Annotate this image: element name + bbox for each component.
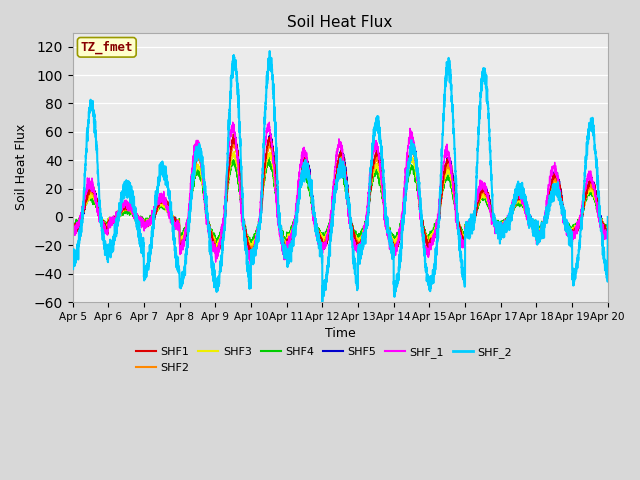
SHF3 (604, 214, 612, 220)
SHF_1 (246, 261, 254, 267)
SHF_1 (165, 206, 173, 212)
SHF2 (321, 240, 328, 246)
Line: SHF2: SHF2 (72, 142, 608, 253)
Line: SHF3: SHF3 (72, 152, 608, 248)
Y-axis label: Soil Heat Flux: Soil Heat Flux (15, 124, 28, 210)
SHF4 (68, 224, 76, 229)
SHF_1 (229, 119, 237, 125)
SHF_2 (321, 281, 328, 287)
Line: SHF1: SHF1 (72, 134, 608, 255)
Title: Soil Heat Flux: Soil Heat Flux (287, 15, 393, 30)
SHF_2 (266, 48, 273, 54)
SHF_2 (491, 223, 499, 228)
SHF_2 (165, 190, 173, 195)
X-axis label: Time: Time (324, 327, 355, 340)
SHF_1 (321, 244, 328, 250)
Text: TZ_fmet: TZ_fmet (81, 41, 133, 54)
SHF_1 (460, 242, 468, 248)
SHF2 (68, 223, 76, 228)
SHF3 (247, 245, 255, 251)
SHF3 (491, 218, 499, 224)
SHF4 (266, 155, 273, 160)
Line: SHF_2: SHF_2 (72, 51, 608, 302)
SHF2 (604, 227, 611, 233)
SHF_2 (319, 299, 326, 305)
SHF3 (165, 207, 173, 213)
SHF2 (491, 218, 499, 224)
SHF1 (491, 217, 499, 223)
Line: SHF4: SHF4 (72, 157, 608, 246)
Line: SHF5: SHF5 (72, 133, 608, 256)
SHF5 (604, 231, 611, 237)
SHF4 (460, 230, 468, 236)
SHF_1 (68, 226, 76, 232)
SHF2 (165, 207, 173, 213)
Line: SHF_1: SHF_1 (72, 122, 608, 264)
SHF_1 (604, 214, 612, 220)
SHF5 (248, 253, 255, 259)
SHF1 (460, 234, 468, 240)
SHF1 (230, 131, 237, 137)
SHF2 (213, 250, 221, 256)
SHF2 (460, 236, 468, 241)
SHF5 (267, 131, 275, 136)
SHF5 (460, 238, 468, 244)
SHF3 (68, 223, 76, 228)
SHF_2 (604, 214, 612, 220)
SHF1 (214, 252, 221, 258)
SHF5 (321, 241, 328, 247)
SHF5 (604, 214, 612, 220)
SHF1 (68, 227, 76, 233)
SHF_2 (604, 271, 611, 276)
SHF1 (604, 228, 611, 233)
SHF5 (68, 226, 76, 231)
SHF4 (247, 243, 255, 249)
SHF_2 (460, 275, 468, 281)
SHF1 (321, 241, 328, 247)
Legend: SHF1, SHF2, SHF3, SHF4, SHF5, SHF_1, SHF_2: SHF1, SHF2, SHF3, SHF4, SHF5, SHF_1, SHF… (132, 343, 516, 377)
SHF_1 (491, 218, 499, 224)
SHF2 (604, 214, 612, 220)
SHF4 (604, 214, 612, 220)
SHF_2 (68, 259, 76, 265)
SHF_1 (431, 235, 438, 241)
SHF4 (321, 236, 328, 241)
SHF3 (604, 226, 611, 232)
SHF_2 (431, 268, 438, 274)
SHF5 (431, 233, 438, 239)
SHF4 (165, 209, 173, 215)
SHF1 (165, 204, 173, 210)
SHF2 (266, 139, 273, 145)
SHF5 (165, 206, 173, 212)
SHF3 (460, 234, 468, 240)
SHF4 (604, 225, 611, 230)
SHF2 (431, 233, 438, 239)
SHF4 (431, 221, 438, 227)
SHF3 (431, 229, 438, 235)
SHF3 (230, 149, 238, 155)
SHF1 (431, 232, 438, 238)
SHF_1 (604, 232, 611, 238)
SHF3 (321, 235, 328, 240)
SHF1 (604, 214, 612, 220)
SHF4 (491, 217, 499, 223)
SHF5 (491, 218, 499, 224)
